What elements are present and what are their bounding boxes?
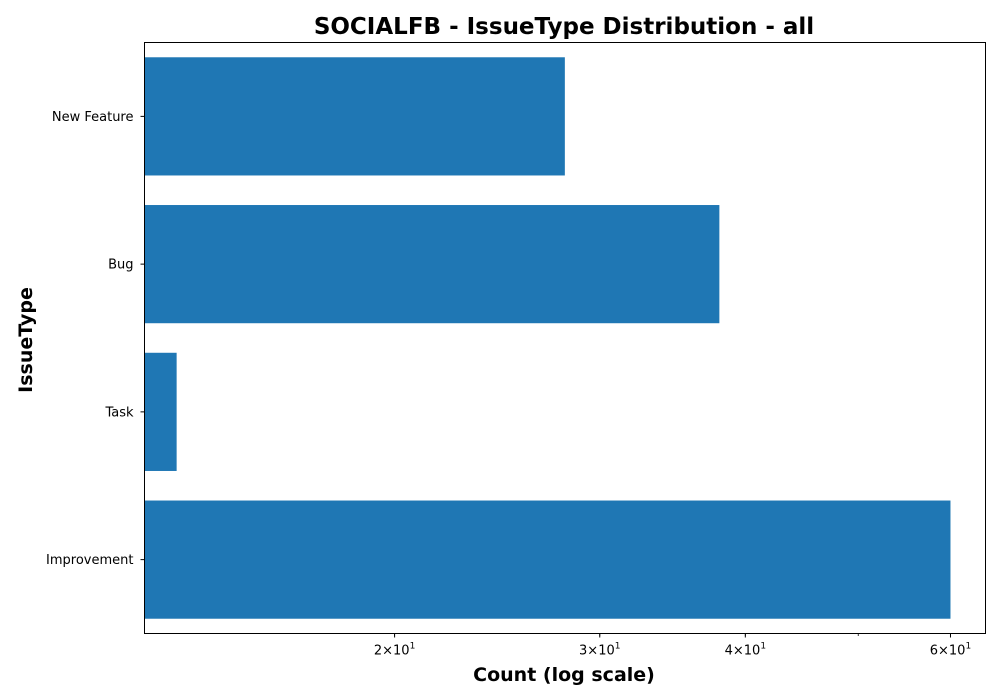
bar-improvement: [144, 500, 951, 619]
x-tick-label: 3×101: [579, 642, 620, 659]
bar-bug: [144, 205, 720, 324]
y-axis-title: IssueType: [15, 287, 37, 393]
x-tick-label: 6×101: [930, 642, 971, 659]
y-tick-label: Improvement: [46, 553, 133, 568]
y-tick-label: Bug: [108, 258, 133, 273]
chart-title: SOCIALFB - IssueType Distribution - all: [314, 14, 814, 40]
y-tick-label: Task: [104, 405, 134, 420]
bar-new-feature: [144, 57, 565, 176]
y-tick-label: New Feature: [52, 110, 134, 125]
x-tick-label: 2×101: [374, 642, 415, 659]
x-tick-label: 4×101: [725, 642, 766, 659]
x-axis-title: Count (log scale): [473, 664, 655, 686]
bar-task: [144, 352, 177, 471]
bars-group: [144, 57, 951, 619]
y-axis: New Feature Bug Task Improvement: [46, 110, 145, 568]
x-axis: 2×101 3×101 4×101 6×101: [374, 633, 971, 659]
plot-frame: [144, 42, 986, 634]
